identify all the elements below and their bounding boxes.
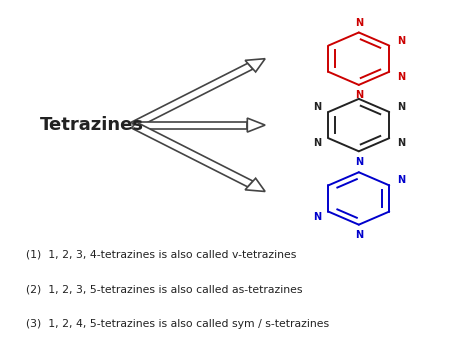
Text: (3)  1, 2, 4, 5-tetrazines is also called sym / s-tetrazines: (3) 1, 2, 4, 5-tetrazines is also called…: [26, 319, 329, 329]
Text: N: N: [355, 17, 363, 28]
Polygon shape: [245, 178, 265, 191]
Polygon shape: [134, 122, 247, 129]
Text: N: N: [313, 212, 321, 222]
Text: N: N: [397, 36, 405, 45]
Text: (1)  1, 2, 3, 4-tetrazines is also called v-tetrazines: (1) 1, 2, 3, 4-tetrazines is also called…: [26, 249, 297, 260]
Polygon shape: [131, 122, 253, 187]
Text: N: N: [397, 72, 405, 82]
Polygon shape: [245, 59, 265, 72]
Text: N: N: [397, 138, 405, 148]
Text: N: N: [397, 102, 405, 112]
Text: N: N: [355, 90, 363, 100]
Polygon shape: [131, 63, 253, 128]
Text: N: N: [397, 175, 405, 185]
Text: N: N: [355, 230, 363, 240]
Polygon shape: [247, 118, 265, 132]
Text: Tetrazines: Tetrazines: [40, 116, 144, 134]
Text: (2)  1, 2, 3, 5-tetrazines is also called as-tetrazines: (2) 1, 2, 3, 5-tetrazines is also called…: [26, 284, 303, 294]
Text: N: N: [313, 102, 321, 112]
Text: N: N: [313, 138, 321, 148]
Text: N: N: [355, 157, 363, 167]
